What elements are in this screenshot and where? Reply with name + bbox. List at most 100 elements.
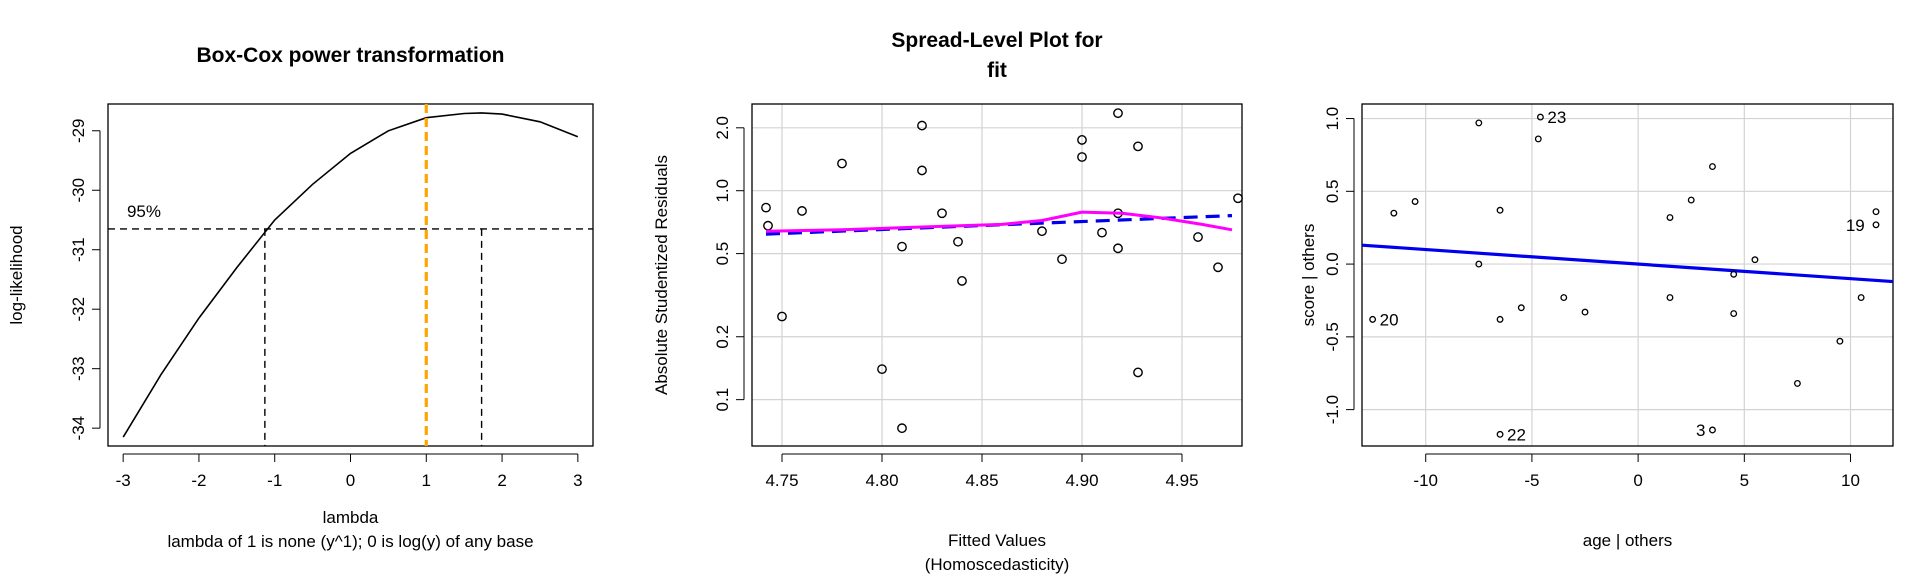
data-point — [897, 241, 907, 252]
x-tick-label: -3 — [116, 471, 131, 490]
data-point — [1872, 221, 1880, 229]
data-point — [1369, 315, 1377, 323]
point-label: 19 — [1846, 216, 1865, 235]
data-point — [1730, 270, 1738, 278]
data-point — [917, 165, 927, 176]
chart-title-line2: fit — [987, 59, 1007, 82]
chart-title: Spread-Level Plot for — [891, 29, 1102, 52]
plot-frame — [751, 103, 1243, 447]
x-tick-label: -10 — [1413, 471, 1438, 490]
x-tick-label: 10 — [1841, 471, 1860, 490]
data-point — [1534, 135, 1542, 143]
y-axis-label: score | others — [1299, 224, 1318, 327]
added-variable-panel: -10 -5 0 5 10 -1.0 -0.5 0.0 0.5 1.0 age | others sc… — [1290, 0, 1920, 576]
data-point — [1496, 430, 1504, 438]
data-point — [957, 276, 967, 286]
data-point — [1133, 367, 1143, 378]
y-tick-label: -31 — [69, 237, 88, 262]
data-point — [1475, 119, 1483, 127]
x-axis-label-line2: (Homoscedasticity) — [925, 555, 1070, 574]
data-point — [1730, 310, 1738, 318]
data-point — [1113, 243, 1123, 254]
data-point — [763, 220, 773, 231]
x-tick-label: 2 — [497, 471, 506, 490]
x-axis-label: Fitted Values — [948, 531, 1046, 550]
y-tick-label: 1.0 — [1323, 107, 1342, 131]
x-tick-label: 3 — [573, 471, 582, 490]
data-point — [1097, 227, 1107, 238]
y-axis-label: Absolute Studentized Residuals — [652, 155, 671, 395]
y-tick-label: 0.1 — [713, 388, 732, 412]
x-axis-label: age | others — [1583, 531, 1672, 550]
data-point — [1666, 214, 1674, 221]
data-point — [1666, 294, 1674, 302]
data-point — [1113, 108, 1123, 119]
point-label: 20 — [1380, 310, 1399, 329]
data-point — [1475, 260, 1483, 268]
data-point — [937, 208, 947, 219]
smooth-line — [765, 210, 1233, 233]
spread-level-panel: Spread-Level Plot for fit 4.75 4.80 4.85 4.90… — [640, 0, 1280, 576]
data-point — [1390, 209, 1398, 217]
plot-frame — [1361, 103, 1894, 447]
data-point — [1857, 294, 1865, 302]
fit-line — [1361, 243, 1894, 284]
boxcox-panel: Box-Cox power transformation -3 -2 -1 0 1 2 3 -3… — [0, 0, 620, 576]
data-point — [1037, 226, 1047, 237]
data-point — [1077, 152, 1087, 162]
data-point — [1872, 208, 1880, 216]
y-tick-label: -30 — [69, 178, 88, 203]
data-point — [1687, 196, 1695, 204]
y-tick-label: 0.2 — [713, 325, 732, 349]
data-point — [1133, 141, 1143, 152]
data-point — [1836, 337, 1844, 345]
y-tick-label: 0.5 — [713, 242, 732, 266]
chart-title: Box-Cox power transformation — [196, 44, 504, 67]
data-point — [1560, 294, 1568, 302]
y-tick-label: -29 — [69, 118, 88, 143]
x-tick-label: 0 — [1633, 471, 1642, 490]
data-point — [1709, 163, 1716, 171]
x-tick-label: 4.75 — [765, 471, 798, 490]
data-point — [1536, 113, 1544, 121]
added-variable-chart: -10 -5 0 5 10 -1.0 -0.5 0.0 0.5 1.0 age | others sc… — [1299, 103, 1894, 550]
x-tick-label: -2 — [191, 471, 206, 490]
point-label: 3 — [1696, 421, 1705, 440]
data-point — [1077, 135, 1087, 145]
data-point — [1751, 256, 1759, 264]
data-point — [1517, 304, 1525, 312]
boxcox-chart: Box-Cox power transformation -3 -2 -1 0 1 2 3 -3… — [7, 44, 594, 551]
y-tick-label: -0.5 — [1323, 322, 1342, 351]
x-tick-label: 5 — [1740, 471, 1749, 490]
data-point — [1193, 232, 1203, 242]
loglik-curve — [122, 112, 579, 438]
y-tick-label: 0.5 — [1323, 179, 1342, 203]
data-point — [917, 120, 927, 131]
data-point — [761, 202, 771, 213]
data-point — [877, 364, 887, 375]
y-axis-label: log-likelihood — [7, 225, 26, 324]
y-tick-label: 2.0 — [713, 116, 732, 140]
data-point — [1496, 206, 1504, 214]
data-point — [1233, 193, 1243, 204]
x-tick-label: -1 — [267, 471, 282, 490]
data-point — [1057, 254, 1067, 265]
data-point — [797, 206, 807, 216]
data-point — [777, 311, 787, 322]
chart-subtitle: lambda of 1 is none (y^1); 0 is log(y) o… — [167, 532, 533, 551]
spread-level-chart: Spread-Level Plot for fit 4.75 4.80 4.85 4.90… — [652, 29, 1243, 574]
y-tick-label: 1.0 — [713, 179, 732, 203]
x-tick-label: 4.80 — [865, 471, 898, 490]
data-point — [1496, 315, 1504, 323]
x-tick-label: 0 — [346, 471, 355, 490]
data-point — [1213, 262, 1223, 273]
y-tick-label: -1.0 — [1323, 395, 1342, 424]
data-point — [1793, 379, 1801, 387]
x-tick-label: 4.95 — [1165, 471, 1198, 490]
data-point — [1411, 198, 1419, 205]
ci-label: 95% — [127, 202, 161, 221]
plot-frame — [107, 103, 594, 447]
data-point — [953, 236, 963, 247]
y-tick-label: -33 — [69, 356, 88, 381]
data-point — [837, 158, 847, 169]
